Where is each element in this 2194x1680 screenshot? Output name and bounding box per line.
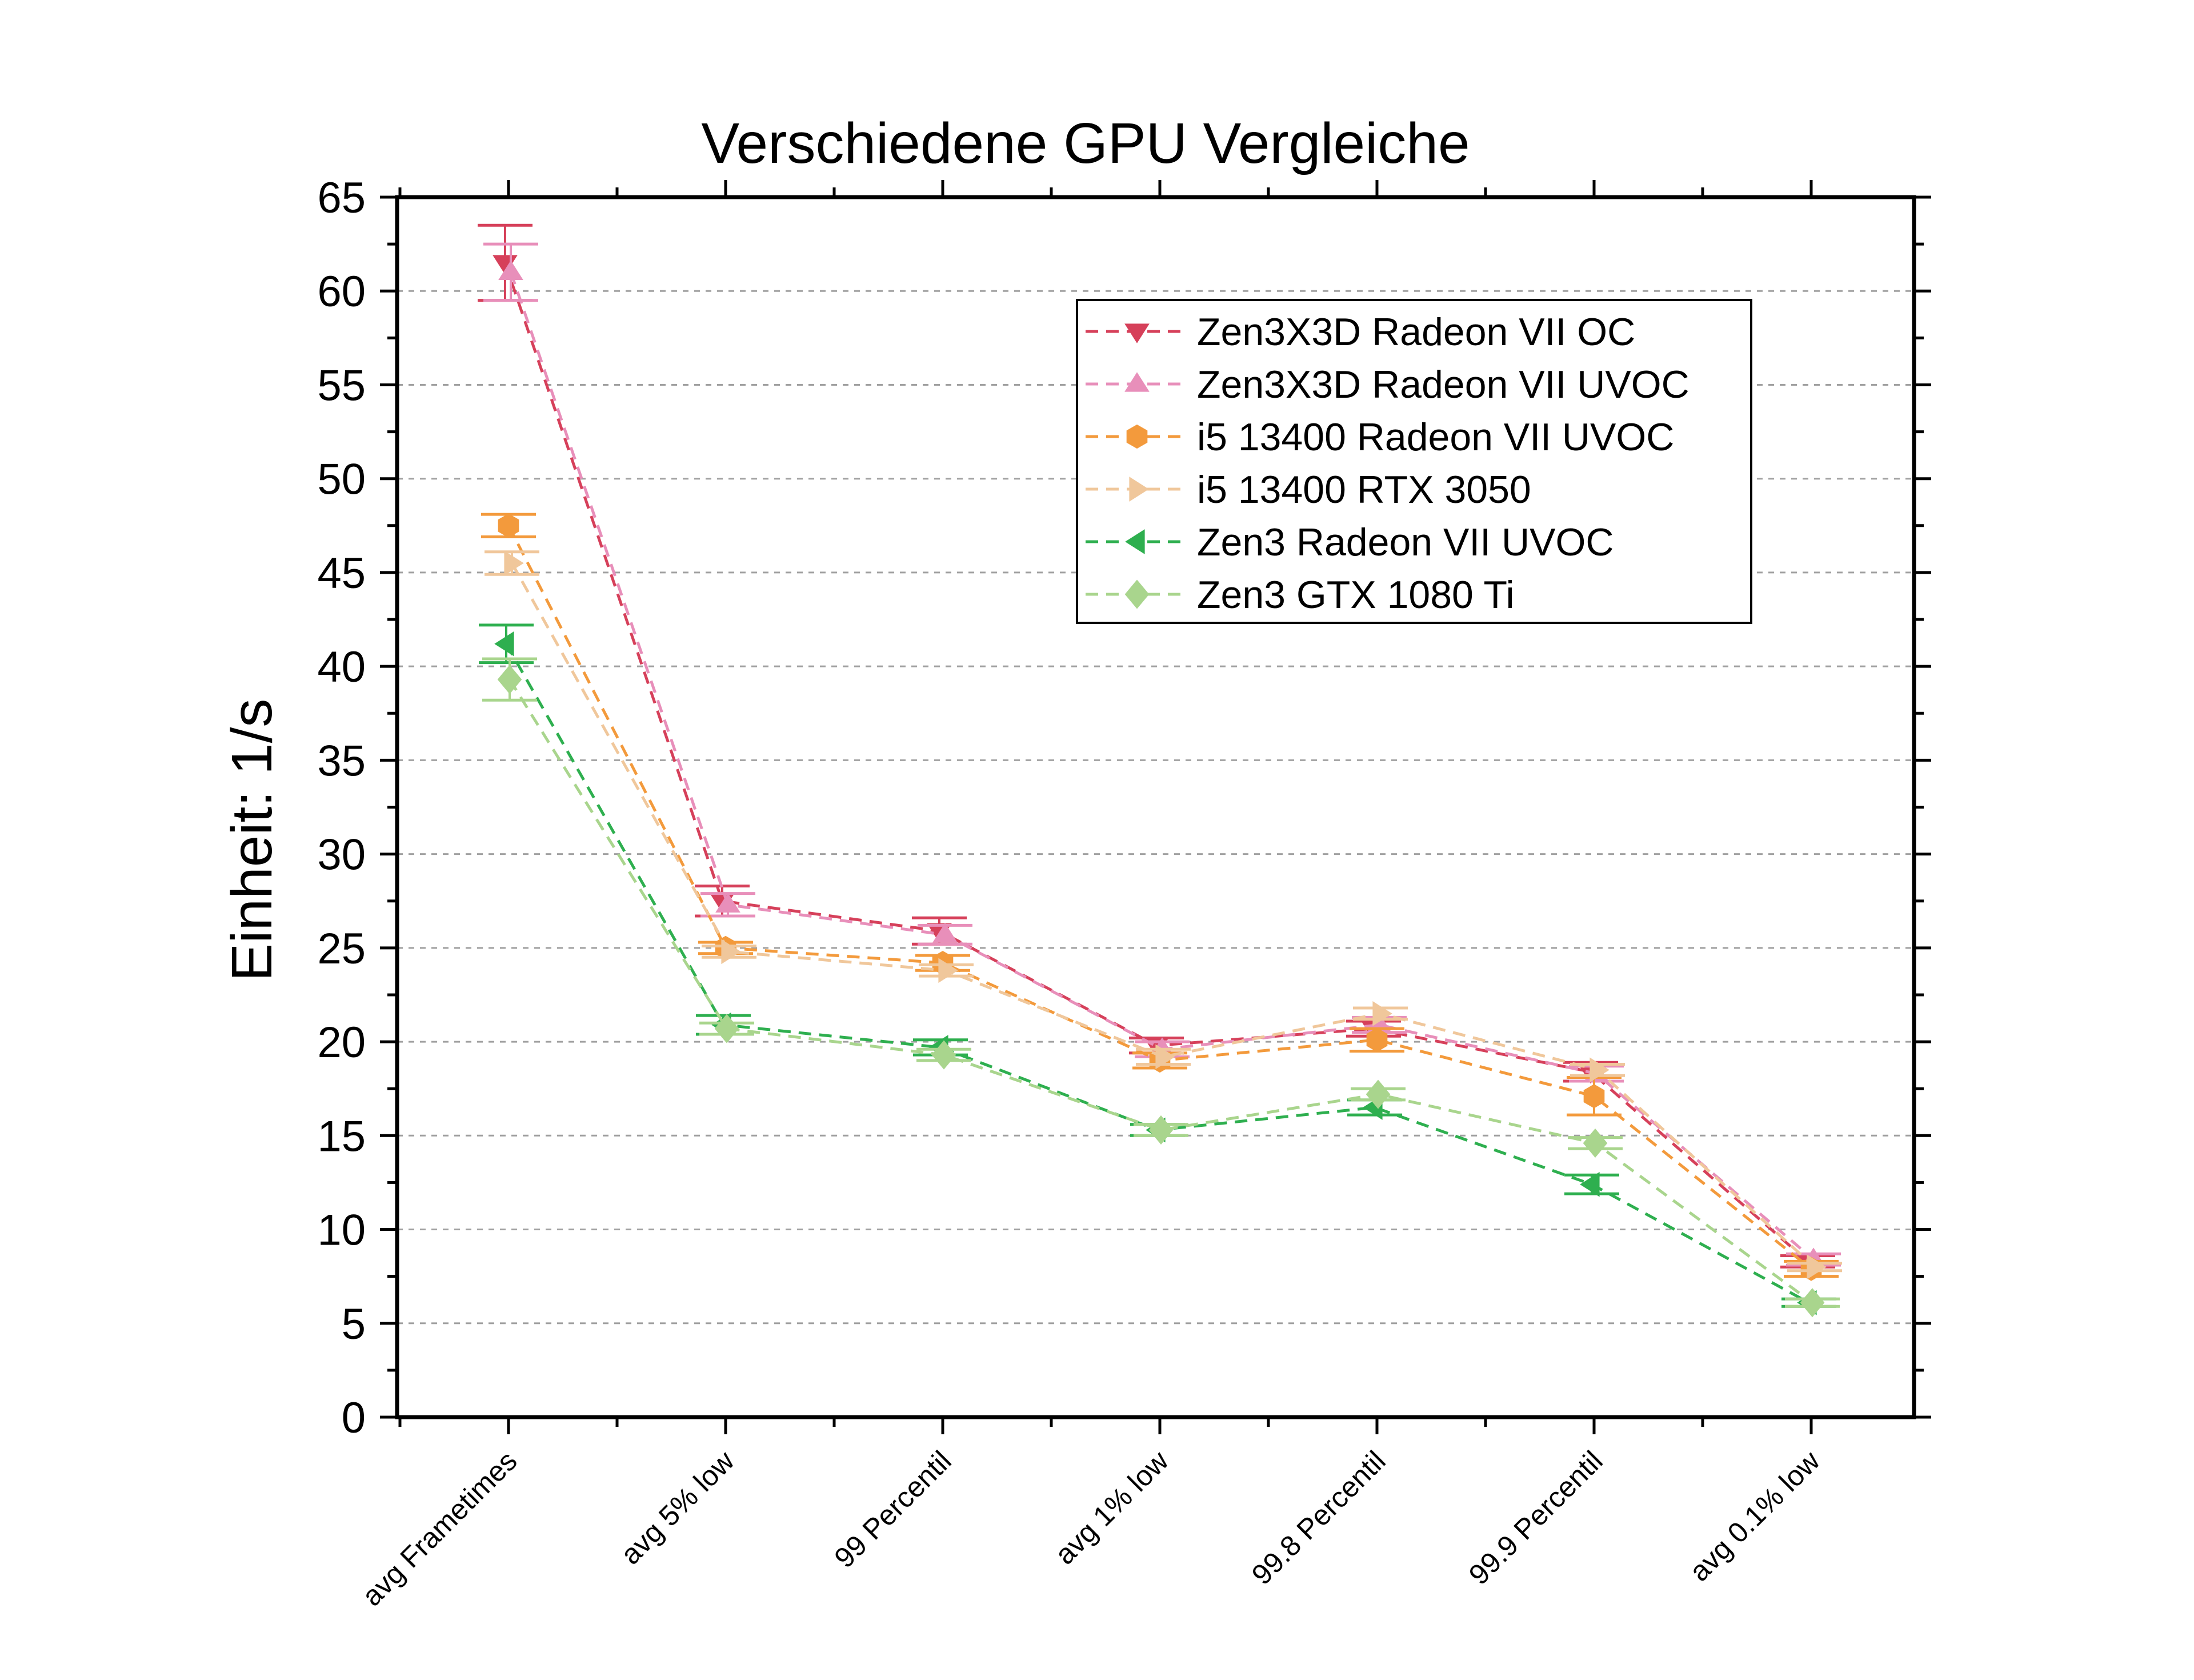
y-tick-label: 20 [317, 1018, 366, 1067]
legend-label: i5 13400 RTX 3050 [1197, 468, 1531, 511]
data-point [1366, 1079, 1391, 1109]
data-point [1807, 1254, 1827, 1280]
data-point [931, 1040, 956, 1070]
legend-label: Zen3 GTX 1080 Ti [1197, 573, 1515, 617]
data-point [497, 665, 522, 694]
data-point [1155, 1044, 1175, 1070]
y-tick-label: 30 [317, 831, 366, 879]
data-point [715, 893, 740, 913]
data-point [498, 513, 519, 538]
y-tick-label: 50 [317, 455, 366, 504]
legend-marker [1125, 529, 1145, 554]
data-point [1590, 1057, 1610, 1083]
series-4 [485, 550, 1842, 1280]
legend-marker [1126, 424, 1148, 449]
legend-label: Zen3X3D Radeon VII OC [1197, 310, 1635, 354]
data-point [1583, 1128, 1608, 1158]
y-tick-label: 60 [317, 267, 366, 316]
data-point [721, 939, 741, 965]
y-tick-label: 65 [317, 174, 366, 222]
legend: Zen3X3D Radeon VII OC Zen3X3D Radeon VII … [1076, 299, 1752, 624]
y-tick-label: 45 [317, 549, 366, 598]
y-tick-label: 40 [317, 643, 366, 691]
data-point [1580, 1171, 1600, 1197]
y-tick-label: 5 [342, 1300, 366, 1349]
y-axis-label: Einheit: 1/s [220, 699, 284, 982]
series-6 [482, 657, 1840, 1318]
data-point [494, 631, 514, 657]
legend-box [1076, 299, 1752, 624]
y-tick-label: 0 [342, 1394, 366, 1442]
chart-title: Verschiedene GPU Vergleiche [701, 111, 1470, 175]
y-tick-label: 35 [317, 737, 366, 785]
legend-marker [1124, 372, 1150, 392]
data-point [938, 958, 958, 983]
legend-label: Zen3 Radeon VII UVOC [1197, 521, 1614, 564]
legend-label: Zen3X3D Radeon VII UVOC [1197, 363, 1689, 406]
data-point [1372, 1001, 1392, 1026]
data-point [1148, 1115, 1174, 1145]
y-tick-label: 55 [317, 361, 366, 410]
y-tick-label: 10 [317, 1206, 366, 1255]
series-layer [478, 223, 1842, 1318]
legend-marker [1124, 579, 1150, 609]
data-point [1800, 1288, 1825, 1318]
data-point [504, 550, 524, 576]
data-point [714, 1014, 739, 1043]
legend-marker [1124, 323, 1150, 343]
y-tick-label: 25 [317, 925, 366, 973]
data-point [932, 923, 958, 943]
y-tick-label: 15 [317, 1112, 366, 1161]
data-point [1366, 1027, 1388, 1052]
data-point [498, 260, 523, 280]
legend-marker [1129, 477, 1149, 502]
legend-label: i5 13400 Radeon VII UVOC [1197, 415, 1674, 459]
data-point [1583, 1084, 1605, 1109]
